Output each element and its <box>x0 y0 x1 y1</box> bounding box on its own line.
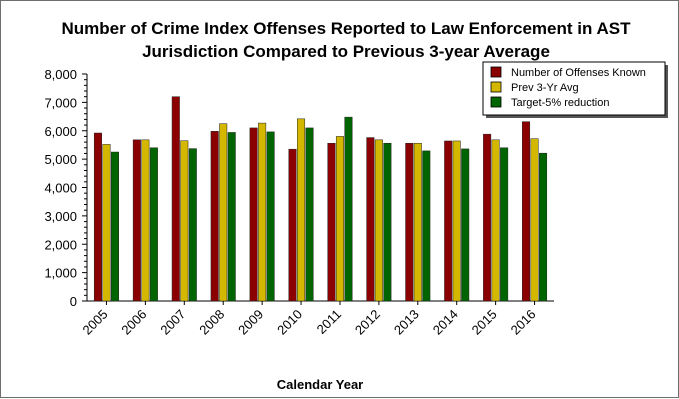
bar-target-5-reduction-2013 <box>422 150 431 302</box>
bar-number-of-offenses-known-2006 <box>132 139 141 302</box>
bar-prev-3-yr-avg-2014 <box>452 140 461 302</box>
bar-prev-3-yr-avg-2006 <box>141 139 150 302</box>
y-tick-label: 5,000 <box>44 152 77 167</box>
x-tick-label-2012: 2012 <box>352 307 383 338</box>
bar-number-of-offenses-known-2016 <box>522 121 531 302</box>
legend-swatch <box>490 96 502 108</box>
bar-prev-3-yr-avg-2015 <box>491 139 500 302</box>
bar-target-5-reduction-2016 <box>539 152 548 302</box>
chart-title-line-1: Number of Crime Index Offenses Reported … <box>62 19 632 38</box>
x-tick-label-2009: 2009 <box>235 307 266 338</box>
bar-number-of-offenses-known-2007 <box>171 96 180 302</box>
bar-target-5-reduction-2015 <box>500 147 509 302</box>
bar-prev-3-yr-avg-2007 <box>180 140 189 302</box>
y-tick-label: 6,000 <box>44 124 77 139</box>
bar-prev-3-yr-avg-2016 <box>530 138 539 302</box>
x-tick-label-2010: 2010 <box>274 307 305 338</box>
legend-box <box>482 61 666 116</box>
x-tick-label-2013: 2013 <box>391 307 422 338</box>
bar-target-5-reduction-2009 <box>266 131 275 302</box>
bar-prev-3-yr-avg-2011 <box>335 136 344 302</box>
bar-prev-3-yr-avg-2012 <box>374 139 383 302</box>
y-tick-label: 3,000 <box>44 209 77 224</box>
legend: Number of Offenses Known Prev 3-Yr Avg Tar… <box>482 61 668 118</box>
bar-number-of-offenses-known-2010 <box>288 148 297 302</box>
bar-number-of-offenses-known-2012 <box>366 137 375 302</box>
plot-area: 0 1,000 2,000 3,000 4,000 5,000 6,000 7,000 8,00… <box>44 67 554 338</box>
x-tick-label-2008: 2008 <box>196 307 227 338</box>
bar-target-5-reduction-2014 <box>461 148 470 302</box>
y-tick-label: 8,000 <box>44 67 77 82</box>
bar-target-5-reduction-2012 <box>383 142 392 302</box>
y-tick-label: 1,000 <box>44 266 77 281</box>
legend-swatch <box>490 81 502 93</box>
bar-number-of-offenses-known-2013 <box>405 142 414 302</box>
x-tick-label-2016: 2016 <box>508 307 539 338</box>
bar-number-of-offenses-known-2009 <box>249 127 258 302</box>
bar-number-of-offenses-known-2011 <box>327 142 336 302</box>
x-tick-label-2007: 2007 <box>157 307 188 338</box>
x-tick-label-2005: 2005 <box>80 307 111 338</box>
bar-prev-3-yr-avg-2005 <box>102 144 111 302</box>
y-tick-label: 2,000 <box>44 237 77 252</box>
bar-number-of-offenses-known-2014 <box>444 140 453 302</box>
bar-prev-3-yr-avg-2010 <box>297 118 306 302</box>
legend-label: Target-5% reduction <box>511 97 609 109</box>
y-tick-label: 0 <box>70 294 77 309</box>
x-axis-title: Calendar Year <box>277 377 363 392</box>
x-tick-label-2015: 2015 <box>469 307 500 338</box>
legend-swatch <box>490 66 502 78</box>
bar-target-5-reduction-2011 <box>344 116 353 302</box>
bar-target-5-reduction-2008 <box>227 132 236 302</box>
x-tick-label-2011: 2011 <box>314 307 344 337</box>
bar-prev-3-yr-avg-2009 <box>258 122 267 302</box>
legend-label: Number of Offenses Known <box>511 67 646 79</box>
y-tick-label: 4,000 <box>44 181 77 196</box>
y-tick-label: 7,000 <box>44 95 77 110</box>
bar-target-5-reduction-2005 <box>110 151 119 302</box>
bar-number-of-offenses-known-2015 <box>483 133 492 302</box>
bar-prev-3-yr-avg-2013 <box>413 142 422 302</box>
bar-number-of-offenses-known-2005 <box>93 132 102 302</box>
bar-number-of-offenses-known-2008 <box>210 131 219 302</box>
legend-label: Prev 3-Yr Avg <box>511 82 579 94</box>
chart-title-line-2: Jurisdiction Compared to Previous 3-year… <box>142 42 550 61</box>
bar-target-5-reduction-2006 <box>149 147 158 302</box>
x-tick-label-2014: 2014 <box>430 307 461 338</box>
x-tick-label-2006: 2006 <box>118 307 149 338</box>
bar-prev-3-yr-avg-2008 <box>219 123 228 302</box>
bar-target-5-reduction-2010 <box>305 127 314 302</box>
bar-target-5-reduction-2007 <box>188 148 197 302</box>
